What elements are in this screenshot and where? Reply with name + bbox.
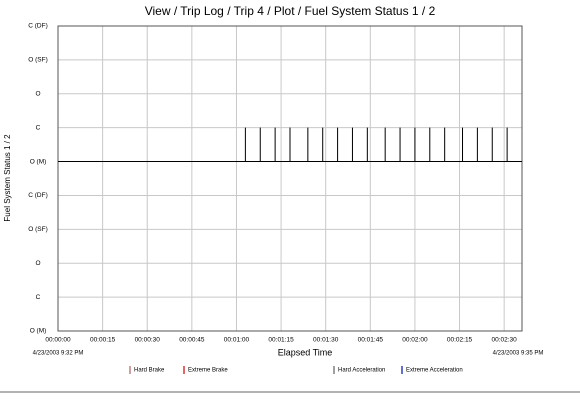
y-axis-label: Fuel System Status 1 / 2 bbox=[3, 134, 12, 222]
x-tick-label: 00:00:30 bbox=[135, 337, 161, 344]
y-tick-label: C bbox=[36, 294, 41, 301]
y-tick-label: C bbox=[36, 124, 41, 131]
y-tick-label: O (M) bbox=[30, 158, 47, 165]
plot-frame bbox=[57, 25, 523, 332]
y-tick-label: O (SF) bbox=[28, 226, 48, 233]
y-tick-label: C (DF) bbox=[28, 192, 48, 199]
legend-label: Hard Brake bbox=[134, 368, 165, 374]
x-tick-label: 00:01:00 bbox=[224, 337, 250, 344]
y-tick-label: O bbox=[35, 90, 40, 97]
x-tick-label: 00:02:30 bbox=[491, 337, 517, 344]
x-tick-label: 00:01:30 bbox=[313, 337, 339, 344]
x-end-label: 4/23/2003 9:35 PM bbox=[493, 351, 544, 357]
x-tick-label: 00:01:45 bbox=[358, 337, 384, 344]
x-tick-label: 00:00:00 bbox=[45, 337, 71, 344]
x-axis-label: Elapsed Time bbox=[278, 347, 333, 357]
x-tick-label: 00:01:15 bbox=[268, 337, 294, 344]
legend-label: Extreme Brake bbox=[188, 368, 228, 374]
chart-title: View / Trip Log / Trip 4 / Plot / Fuel S… bbox=[145, 4, 436, 18]
x-tick-label: 00:00:45 bbox=[179, 337, 205, 344]
x-start-label: 4/23/2003 9:32 PM bbox=[33, 351, 84, 357]
x-tick-label: 00:02:15 bbox=[447, 337, 473, 344]
series-line bbox=[58, 127, 522, 163]
x-tick-label: 00:02:00 bbox=[402, 337, 428, 344]
y-tick-label: O (M) bbox=[30, 328, 47, 335]
x-tick-label: 00:00:15 bbox=[90, 337, 116, 344]
legend-label: Extreme Acceleration bbox=[406, 368, 463, 374]
y-tick-label: O (SF) bbox=[28, 57, 48, 64]
y-tick-label: C (DF) bbox=[28, 23, 48, 30]
y-tick-label: O bbox=[35, 260, 40, 267]
legend-label: Hard Acceleration bbox=[338, 368, 385, 374]
